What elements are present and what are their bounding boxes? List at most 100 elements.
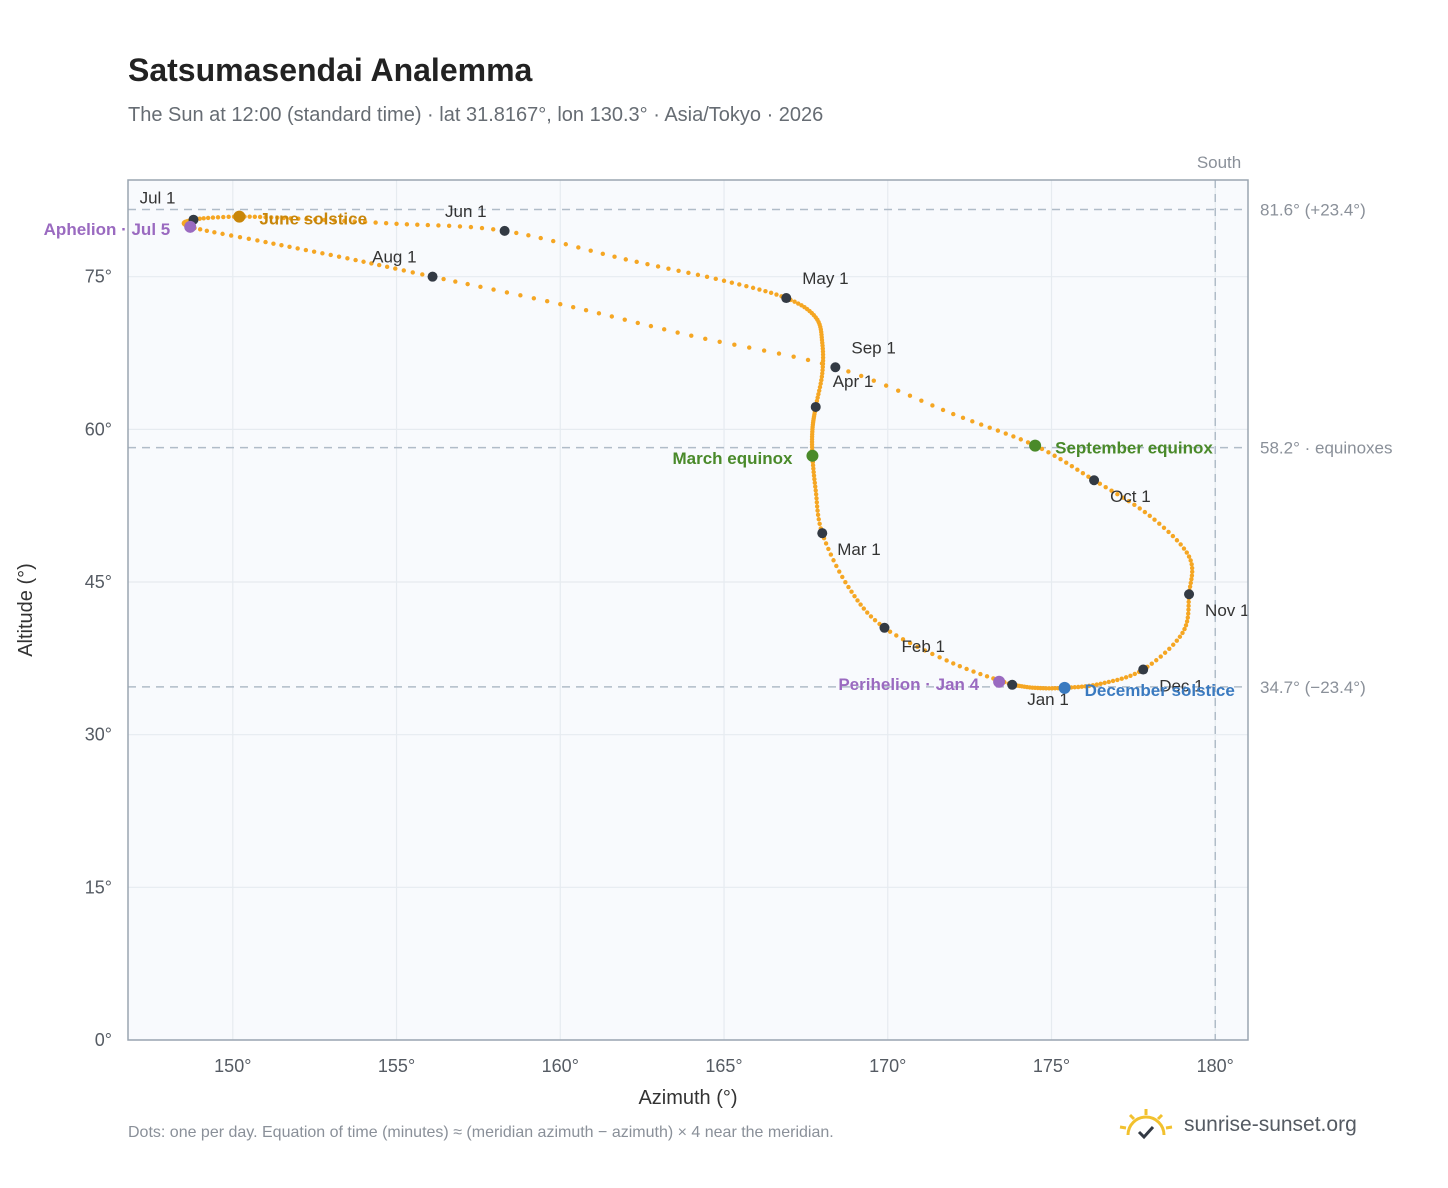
day-dot — [313, 217, 318, 222]
day-dot — [796, 301, 801, 306]
day-dot — [820, 371, 825, 376]
day-dot — [404, 222, 410, 227]
day-dot — [1188, 558, 1193, 563]
day-dot — [987, 425, 992, 430]
day-dot — [676, 268, 681, 273]
day-dot — [279, 243, 284, 248]
day-dot — [1186, 607, 1191, 612]
day-dot — [763, 288, 768, 294]
day-dot — [518, 293, 523, 298]
day-dot — [819, 361, 825, 366]
day-dot — [1186, 611, 1191, 616]
day-dot — [1052, 686, 1058, 691]
day-dot — [563, 242, 569, 247]
footnote: Dots: one per day. Equation of time (min… — [128, 1124, 834, 1141]
x-tick-label: 155° — [378, 1056, 415, 1076]
month-label: Jan 1 — [1027, 690, 1069, 709]
day-dot — [1188, 580, 1193, 586]
day-dot — [1115, 491, 1120, 497]
day-dot — [1177, 634, 1183, 639]
day-dot — [826, 546, 831, 552]
month-marker — [817, 528, 828, 539]
day-dot — [817, 521, 822, 526]
day-dot — [837, 569, 842, 574]
brand-name: sunrise-sunset.org — [1184, 1113, 1357, 1136]
day-dot — [1186, 554, 1192, 559]
day-dot — [805, 357, 811, 363]
day-dot — [1072, 685, 1077, 690]
month-marker — [810, 401, 821, 412]
day-dot — [609, 314, 615, 319]
day-dot — [345, 256, 350, 261]
day-dot — [304, 216, 309, 222]
day-dot — [504, 290, 510, 295]
day-dot — [970, 419, 975, 424]
day-dot — [376, 262, 382, 268]
day-dot — [570, 304, 576, 310]
month-label: Jul 1 — [140, 189, 176, 208]
month-label: Mar 1 — [837, 540, 880, 559]
day-dot — [1064, 460, 1069, 465]
day-dot — [623, 257, 628, 262]
event-marker — [184, 220, 197, 233]
day-dot — [588, 248, 593, 253]
day-dot — [744, 283, 749, 289]
day-dot — [919, 398, 924, 403]
month-label: May 1 — [802, 269, 848, 288]
day-dot — [1137, 506, 1142, 511]
day-dot — [1128, 673, 1133, 678]
y-tick-label: 45° — [85, 572, 112, 592]
month-label: Apr 1 — [833, 372, 874, 391]
day-dot — [930, 651, 935, 657]
day-dot — [558, 301, 563, 307]
day-dot — [420, 272, 425, 277]
x-tick-label: 150° — [214, 1056, 251, 1076]
day-dot — [478, 284, 483, 290]
day-dot — [1115, 677, 1120, 683]
day-dot — [816, 391, 821, 397]
day-dot — [1182, 626, 1187, 632]
day-dot — [583, 308, 589, 313]
day-dot — [1052, 453, 1057, 458]
day-dot — [221, 214, 226, 220]
day-dot — [212, 230, 217, 235]
day-dot — [704, 274, 710, 280]
day-dot — [815, 508, 820, 513]
day-dot — [1170, 533, 1176, 539]
day-dot — [737, 282, 742, 287]
day-dot — [1174, 638, 1179, 643]
day-dot — [362, 219, 368, 225]
day-dot — [296, 216, 301, 221]
day-dot — [352, 219, 357, 224]
day-dot — [840, 574, 845, 580]
day-dot — [896, 388, 901, 393]
day-dot — [1178, 542, 1183, 547]
analemma-curve — [181, 214, 1195, 691]
day-dot — [269, 215, 274, 220]
day-dot — [1154, 658, 1159, 663]
day-dot — [322, 217, 327, 223]
y-tick-label: 15° — [85, 877, 112, 897]
y-tick-label: 0° — [95, 1030, 112, 1050]
day-dot — [820, 355, 826, 360]
day-dot — [1189, 562, 1194, 567]
day-dot — [661, 327, 667, 332]
day-dot — [635, 320, 640, 326]
day-dot — [915, 644, 920, 650]
day-dot — [960, 415, 966, 421]
day-dot — [843, 579, 848, 585]
day-dot — [1069, 463, 1075, 469]
day-dot — [814, 500, 820, 505]
day-dot — [342, 218, 347, 224]
event-label: September equinox — [1055, 439, 1213, 458]
day-dot — [1075, 467, 1080, 472]
day-dot — [1185, 615, 1190, 620]
day-dot — [713, 276, 718, 282]
brand[interactable]: sunrise-sunset.org — [1118, 1100, 1357, 1150]
event-label: December solstice — [1085, 681, 1235, 700]
day-dot — [813, 488, 818, 493]
day-dot — [865, 610, 870, 615]
day-dot — [937, 655, 942, 660]
day-dot — [811, 466, 816, 471]
chart-title: Satsumasendai Analemma — [128, 52, 533, 88]
